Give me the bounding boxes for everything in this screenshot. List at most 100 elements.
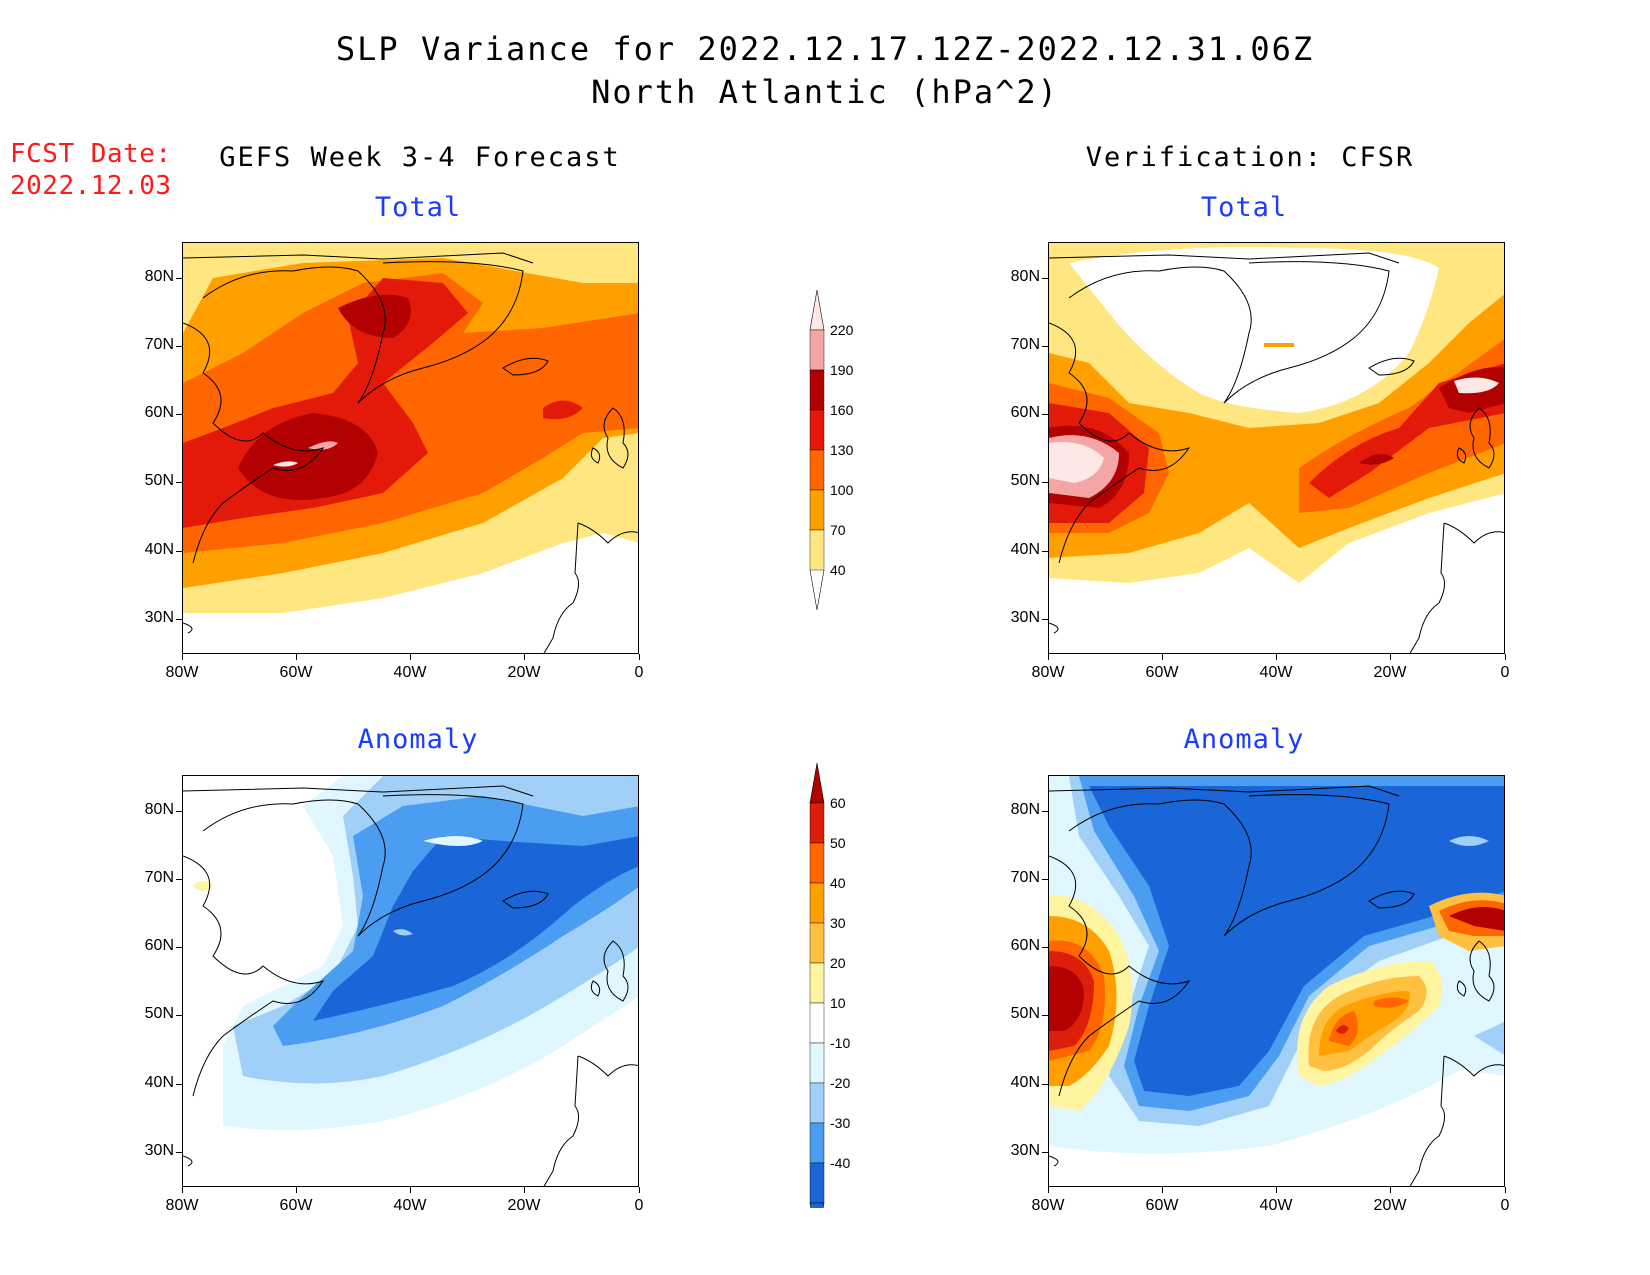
colorbar-level-label: 160 xyxy=(830,402,854,418)
forecast-date-block: FCST Date: 2022.12.03 xyxy=(10,138,172,202)
lat-tick-label: 40N xyxy=(144,1074,174,1091)
lat-tick-label: 80N xyxy=(144,268,174,285)
right-column-title: Verification: CFSR xyxy=(1085,142,1415,173)
lat-tick-mark xyxy=(1042,551,1048,552)
lat-tick-label: 60N xyxy=(1010,404,1040,421)
lon-tick-mark xyxy=(1162,654,1163,660)
lon-tick-mark xyxy=(1390,654,1391,660)
map-verification-anomaly xyxy=(1048,775,1505,1187)
colorbar-swatch xyxy=(809,882,825,924)
lon-tick-label: 20W xyxy=(1373,1197,1407,1214)
lon-tick-mark xyxy=(182,654,183,660)
colorbar-level-label: 100 xyxy=(830,482,854,498)
lon-tick-mark xyxy=(1276,654,1277,660)
lon-tick-mark xyxy=(296,654,297,660)
lat-tick-label: 40N xyxy=(1010,1074,1040,1091)
fcst-date-label: FCST Date: xyxy=(10,139,172,169)
lat-tick-mark xyxy=(176,879,182,880)
lon-tick-label: 60W xyxy=(279,664,313,681)
colorbar-swatch xyxy=(809,1082,825,1124)
lon-tick-label: 60W xyxy=(279,1197,313,1214)
lon-tick-label: 20W xyxy=(507,664,541,681)
colorbar-level-label: 190 xyxy=(830,362,854,378)
lat-tick-mark xyxy=(176,551,182,552)
colorbar-level-label: 40 xyxy=(830,875,846,891)
colorbar-top-triangle xyxy=(809,289,825,331)
lat-tick-label: 50N xyxy=(1010,472,1040,489)
lon-tick-label: 80W xyxy=(1031,1197,1065,1214)
colorbar-level-label: 40 xyxy=(830,562,846,578)
lat-tick-label: 70N xyxy=(144,336,174,353)
colorbar-level-label: 70 xyxy=(830,522,846,538)
lat-tick-mark xyxy=(176,346,182,347)
lat-tick-label: 40N xyxy=(144,541,174,558)
colorbar-swatch xyxy=(809,449,825,491)
colorbar-swatch xyxy=(809,409,825,451)
lon-tick-label: 40W xyxy=(1259,1197,1293,1214)
lat-tick-mark xyxy=(176,619,182,620)
lat-tick-mark xyxy=(1042,811,1048,812)
lat-tick-mark xyxy=(176,1015,182,1016)
lat-tick-mark xyxy=(1042,278,1048,279)
lat-tick-mark xyxy=(1042,414,1048,415)
lat-tick-label: 60N xyxy=(144,937,174,954)
main-subtitle: North Atlantic (hPa^2) xyxy=(591,73,1059,111)
colorbar-swatch xyxy=(809,329,825,371)
lat-tick-mark xyxy=(176,1152,182,1153)
colorbar-swatch xyxy=(809,1002,825,1044)
lon-tick-mark xyxy=(1505,654,1506,660)
lon-tick-mark xyxy=(524,654,525,660)
lon-tick-label: 20W xyxy=(1373,664,1407,681)
lat-tick-label: 30N xyxy=(1010,1142,1040,1159)
colorbar-level-label: -40 xyxy=(830,1155,850,1171)
colorbar-top-triangle xyxy=(809,762,825,804)
colorbar-anomaly-svg: 60 50 40 30 20 10 -10 -20 -30 -40 xyxy=(809,762,850,1244)
lat-tick-mark xyxy=(1042,879,1048,880)
colorbar-swatch xyxy=(809,1162,825,1204)
lat-tick-label: 30N xyxy=(1010,609,1040,626)
colorbar-total: 220 190 160 130 100 70 40 xyxy=(800,285,900,615)
lat-tick-label: 50N xyxy=(1010,1005,1040,1022)
colorbar-anomaly: 60 50 40 30 20 10 -10 -20 -30 -40 xyxy=(800,758,900,1244)
lon-tick-mark xyxy=(182,1187,183,1193)
lon-tick-label: 40W xyxy=(1259,664,1293,681)
colorbar-swatch xyxy=(809,1122,825,1164)
lon-tick-label: 0 xyxy=(634,1197,644,1214)
lat-tick-mark xyxy=(1042,482,1048,483)
lat-tick-mark xyxy=(176,414,182,415)
panel-title-forecast-anomaly: Anomaly xyxy=(357,724,479,755)
lat-tick-mark xyxy=(1042,1152,1048,1153)
lat-tick-label: 80N xyxy=(1010,801,1040,818)
colorbar-level-label: 30 xyxy=(830,915,846,931)
lon-tick-label: 0 xyxy=(634,664,644,681)
lat-tick-label: 70N xyxy=(1010,336,1040,353)
fcst-date-value: 2022.12.03 xyxy=(10,171,172,201)
lat-tick-label: 60N xyxy=(144,404,174,421)
colorbar-swatch xyxy=(809,802,825,844)
colorbar-level-label: 20 xyxy=(830,955,846,971)
lon-tick-mark xyxy=(1505,1187,1506,1193)
colorbar-swatch xyxy=(809,922,825,964)
lon-tick-label: 20W xyxy=(507,1197,541,1214)
lon-tick-mark xyxy=(524,1187,525,1193)
lat-tick-label: 40N xyxy=(1010,541,1040,558)
lat-tick-mark xyxy=(1042,1015,1048,1016)
lat-tick-mark xyxy=(176,482,182,483)
lon-tick-label: 60W xyxy=(1145,1197,1179,1214)
colorbar-level-label: -20 xyxy=(830,1075,850,1091)
colorbar-level-label: 220 xyxy=(830,322,854,338)
colorbar-level-label: 60 xyxy=(830,795,846,811)
lon-tick-mark xyxy=(1048,654,1049,660)
lat-tick-mark xyxy=(176,1084,182,1085)
panel-title-forecast-total: Total xyxy=(374,192,462,223)
lat-tick-label: 30N xyxy=(144,1142,174,1159)
lat-tick-mark xyxy=(176,278,182,279)
colorbar-swatch xyxy=(809,529,825,571)
lon-tick-label: 0 xyxy=(1500,664,1510,681)
colorbar-bottom-extension xyxy=(809,569,825,611)
colorbar-total-svg: 220 190 160 130 100 70 40 xyxy=(809,289,854,611)
lat-tick-label: 50N xyxy=(144,1005,174,1022)
colorbar-swatch xyxy=(809,1042,825,1084)
lat-tick-mark xyxy=(1042,346,1048,347)
lon-tick-mark xyxy=(410,1187,411,1193)
